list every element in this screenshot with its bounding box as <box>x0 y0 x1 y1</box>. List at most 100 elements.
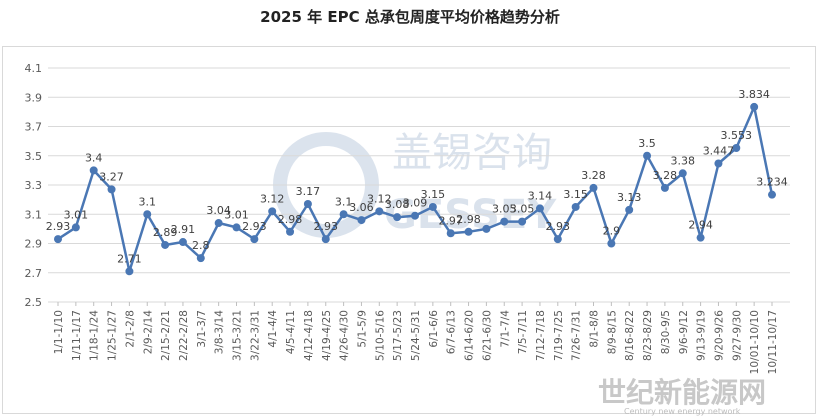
data-label: 3.09 <box>403 197 428 210</box>
data-point <box>71 223 80 232</box>
data-point <box>89 166 98 175</box>
data-label: 2.98 <box>456 213 481 226</box>
x-tick-label: 4/26-4/30 <box>339 310 351 361</box>
data-point <box>268 207 277 216</box>
data-point <box>54 235 62 244</box>
data-point <box>125 267 134 276</box>
data-point <box>660 183 669 192</box>
x-tick-label: 4/5-4/11 <box>285 310 297 354</box>
data-point <box>482 224 491 233</box>
x-tick-label: 3/15-3/21 <box>232 310 244 361</box>
data-point <box>214 219 223 228</box>
data-label: 3.28 <box>653 169 678 182</box>
data-label: 2.9 <box>603 225 621 238</box>
x-tick-label: 7/19-7/25 <box>553 310 565 361</box>
x-tick-label: 3/8-3/14 <box>214 310 226 355</box>
data-label: 3.15 <box>421 188 446 201</box>
data-point <box>393 213 402 222</box>
data-point <box>732 143 741 152</box>
x-tick-label: 1/25-1/27 <box>107 310 119 361</box>
x-tick-label: 2/9-2/14 <box>142 310 154 355</box>
data-point <box>178 238 187 247</box>
x-tick-label: 5/1-5/9 <box>356 310 368 348</box>
data-label: 3.553 <box>721 129 753 142</box>
data-point <box>161 240 170 249</box>
data-point <box>143 210 152 219</box>
x-tick-label: 8/23-8/29 <box>642 310 654 361</box>
data-label: 3.01 <box>224 208 249 221</box>
x-tick-label: 1/11-1/17 <box>71 310 83 361</box>
watermark-corner-text: 世纪新能源网 <box>598 376 766 409</box>
data-point <box>535 204 544 213</box>
x-tick-label: 2/15-2/21 <box>160 310 172 361</box>
x-tick-label: 3/22-3/31 <box>249 310 261 361</box>
x-tick-label: 3/1-3/7 <box>196 310 208 348</box>
x-tick-label: 10/11-10/17 <box>767 310 779 374</box>
data-label: 3.1 <box>335 195 353 208</box>
x-tick-label: 7/26-7/31 <box>571 310 583 361</box>
data-label: 3.05 <box>510 203 535 216</box>
data-point <box>518 217 527 226</box>
x-tick-label: 8/9-8/15 <box>606 310 618 354</box>
data-label: 3.12 <box>367 192 392 205</box>
data-point <box>107 185 116 194</box>
data-label: 2.93 <box>46 220 71 233</box>
data-label: 3.28 <box>581 169 606 182</box>
data-label: 2.97 <box>438 214 463 227</box>
data-label: 3.1 <box>139 195 157 208</box>
data-point <box>339 210 348 219</box>
data-label: 3.447 <box>703 145 735 158</box>
data-point <box>428 202 437 211</box>
data-point <box>678 169 687 178</box>
x-tick-label: 6/14-6/20 <box>464 310 476 361</box>
data-label: 2.98 <box>278 213 303 226</box>
chart-title: 2025 年 EPC 总承包周度平均价格趋势分析 <box>260 8 560 26</box>
x-tick-label: 9/13-9/19 <box>696 310 708 361</box>
data-point <box>446 229 455 238</box>
data-label: 3.04 <box>206 204 231 217</box>
data-label: 3.15 <box>563 188 588 201</box>
x-tick-label: 9/20-9/26 <box>713 310 725 361</box>
data-point <box>607 239 616 248</box>
data-label: 2.89 <box>153 226 178 239</box>
data-label: 3.14 <box>528 189 553 202</box>
data-point <box>250 235 259 244</box>
data-point <box>750 102 759 111</box>
y-tick-label: 2.7 <box>25 267 43 280</box>
x-tick-label: 7/12-7/18 <box>535 310 547 361</box>
data-label: 3.38 <box>671 154 696 167</box>
data-label: 3.234 <box>756 176 788 189</box>
data-label: 2.93 <box>546 220 571 233</box>
y-tick-label: 4.1 <box>25 62 43 75</box>
x-tick-label: 8/1-8/8 <box>589 310 601 348</box>
x-tick-label: 1/1-1/10 <box>53 310 65 354</box>
x-tick-label: 7/1-7/4 <box>499 310 511 348</box>
data-point <box>768 190 776 199</box>
y-tick-label: 3.1 <box>25 208 43 221</box>
x-tick-label: 8/16-8/22 <box>624 310 636 361</box>
y-tick-label: 3.7 <box>25 121 43 134</box>
x-tick-label: 5/10-5/16 <box>374 310 386 361</box>
data-point <box>464 227 473 236</box>
data-label: 2.71 <box>117 252 142 265</box>
data-point <box>643 151 652 160</box>
data-point <box>500 217 509 226</box>
data-label: 3.08 <box>385 198 410 211</box>
y-tick-label: 3.3 <box>25 179 43 192</box>
data-label: 3.4 <box>85 151 103 164</box>
data-point <box>553 235 562 244</box>
data-label: 3.06 <box>349 201 374 214</box>
data-point <box>232 223 241 232</box>
chart-frame <box>2 46 816 414</box>
data-point <box>303 200 312 209</box>
data-point <box>375 207 384 216</box>
x-tick-label: 8/30-9/5 <box>660 310 672 354</box>
data-label: 3.27 <box>99 170 124 183</box>
x-tick-label: 1/18-1/24 <box>89 310 101 361</box>
x-tick-label: 4/12-4/18 <box>303 310 315 361</box>
data-point <box>696 233 705 242</box>
data-point <box>196 254 205 263</box>
x-tick-label: 4/1-4/4 <box>267 310 279 348</box>
data-label: 2.94 <box>688 219 713 232</box>
data-label: 3.12 <box>260 192 285 205</box>
